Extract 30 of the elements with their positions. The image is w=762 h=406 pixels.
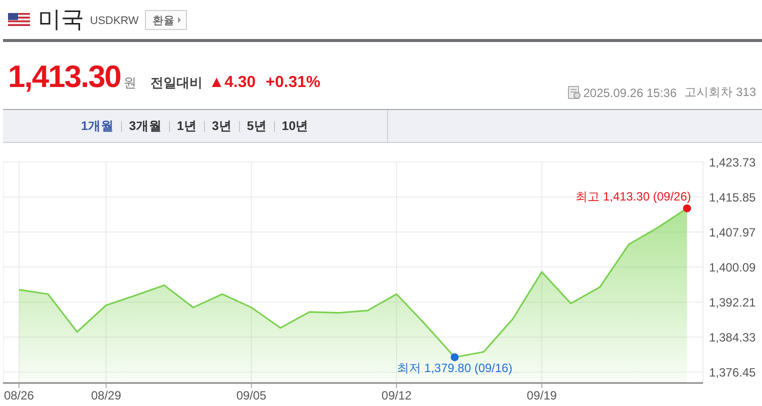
- y-tick-label: 1,376.45: [709, 365, 756, 380]
- y-tick-label: 1,415.85: [709, 190, 756, 204]
- text: 1,413.30: [8, 59, 121, 95]
- y-tick-label: 1,392.21: [709, 295, 756, 310]
- tab-label: 1개월: [81, 118, 114, 134]
- y-tick-label: 1,423.73: [709, 155, 756, 170]
- y-tick-label: 1,400.09: [709, 260, 756, 274]
- tab-label: 3개월: [128, 118, 162, 134]
- text: 원: [124, 74, 137, 92]
- y-tick-label: 1,407.97: [709, 225, 756, 240]
- text: 2025.09.26 15:36: [583, 86, 677, 100]
- annotation: 최고 1,413.30 (09/26): [576, 189, 692, 204]
- x-tick-label: 08/29: [91, 388, 122, 403]
- text: 전일대비: [150, 74, 203, 92]
- tab-label: 1년: [176, 118, 197, 134]
- tab-label: 10년: [282, 118, 309, 134]
- x-tick-label: 09/12: [382, 388, 412, 403]
- annotation: 최저 1,379.80 (09/16): [396, 361, 512, 376]
- text: ▲4.30: [208, 74, 256, 92]
- x-tick-label: 09/19: [526, 388, 558, 403]
- text: 고시회차 313: [684, 84, 756, 101]
- tab-label: 5년: [246, 118, 267, 134]
- chart-subtitle: USDKRW: [90, 14, 139, 26]
- tab-label: 3년: [212, 118, 232, 134]
- text: +0.31%: [266, 74, 320, 92]
- y-tick-label: 1,384.33: [709, 330, 756, 344]
- button: 환율: [144, 10, 187, 30]
- chart-title: 미국: [38, 4, 84, 34]
- x-tick-label: 08/26: [4, 388, 34, 403]
- x-tick-label: 09/05: [236, 388, 267, 403]
